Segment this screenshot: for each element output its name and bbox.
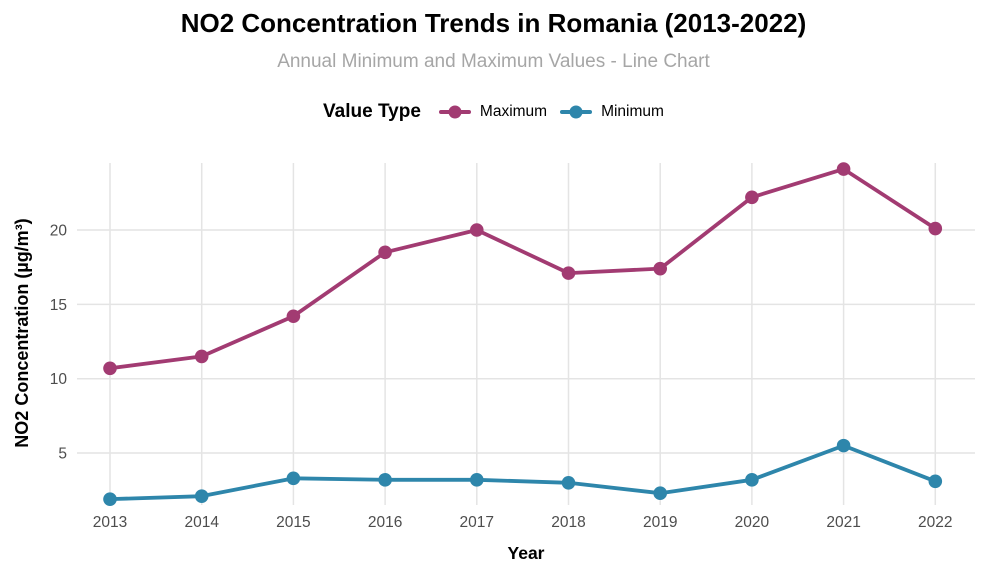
data-point-maximum-2016: [378, 245, 392, 260]
x-tick-label-2015: 2015: [276, 514, 310, 531]
x-axis-title: Year: [508, 543, 545, 563]
legend-item-minimum: Minimum: [560, 101, 664, 123]
x-tick-label-2018: 2018: [551, 514, 585, 531]
data-point-minimum-2016: [378, 473, 392, 487]
data-point-maximum-2019: [653, 261, 667, 276]
data-point-minimum-2013: [103, 492, 117, 506]
data-point-minimum-2022: [928, 474, 943, 489]
legend-label: Maximum: [479, 103, 548, 120]
x-tick-label-2014: 2014: [184, 514, 219, 531]
legend-title: Value Type: [323, 101, 421, 122]
data-point-maximum-2014: [194, 349, 209, 364]
x-tick-label-2017: 2017: [460, 514, 494, 531]
legend-item-maximum: Maximum: [438, 101, 548, 123]
y-axis-tick-labels: 5 10 15 20: [50, 223, 68, 463]
data-point-maximum-2015: [286, 309, 301, 324]
data-point-minimum-2015: [286, 471, 301, 486]
legend-label: Minimum: [601, 103, 664, 120]
legend: Value Type Maximum Minimum: [0, 101, 987, 123]
maximum-line: [108, 167, 938, 371]
data-point-maximum-2021: [836, 162, 851, 176]
data-point-minimum-2020: [745, 473, 759, 487]
x-tick-label-2019: 2019: [643, 514, 677, 531]
data-point-minimum-2014: [194, 489, 209, 503]
y-tick-label-10: 10: [50, 371, 68, 388]
data-point-maximum-2017: [470, 223, 484, 237]
x-tick-label-2016: 2016: [368, 514, 402, 531]
chart-subtitle: Annual Minimum and Maximum Values - Line…: [277, 51, 710, 72]
series-minimum: [103, 438, 943, 506]
x-tick-label-2021: 2021: [826, 514, 860, 531]
data-point-minimum-2018: [561, 475, 576, 490]
data-point-maximum-2022: [928, 221, 943, 236]
x-axis-tick-labels: 2013 2014 2015 2016 2017 2018 2019 2020 2021 2022: [93, 514, 953, 531]
maximum-series-key-icon: [438, 101, 471, 123]
chart-title: NO2 Concentration Trends in Romania (201…: [180, 8, 807, 38]
series-maximum: [103, 162, 943, 376]
x-tick-label-2022: 2022: [918, 514, 952, 531]
y-tick-label-15: 15: [50, 297, 67, 314]
y-tick-label-5: 5: [58, 446, 67, 463]
minimum-series-key-icon: [560, 101, 593, 123]
data-point-maximum-2013: [103, 361, 117, 376]
data-point-maximum-2020: [745, 190, 759, 205]
grid-lines: [77, 163, 975, 505]
y-tick-label-20: 20: [50, 223, 68, 240]
data-point-maximum-2018: [561, 266, 576, 280]
data-point-minimum-2021: [836, 438, 851, 453]
x-tick-label-2013: 2013: [93, 514, 127, 531]
x-tick-label-2020: 2020: [735, 514, 770, 531]
data-point-minimum-2017: [470, 473, 484, 487]
minimum-line: [108, 443, 938, 502]
y-axis-title: NO2 Concentration (µg/m³): [12, 218, 32, 447]
data-point-minimum-2019: [653, 486, 667, 500]
